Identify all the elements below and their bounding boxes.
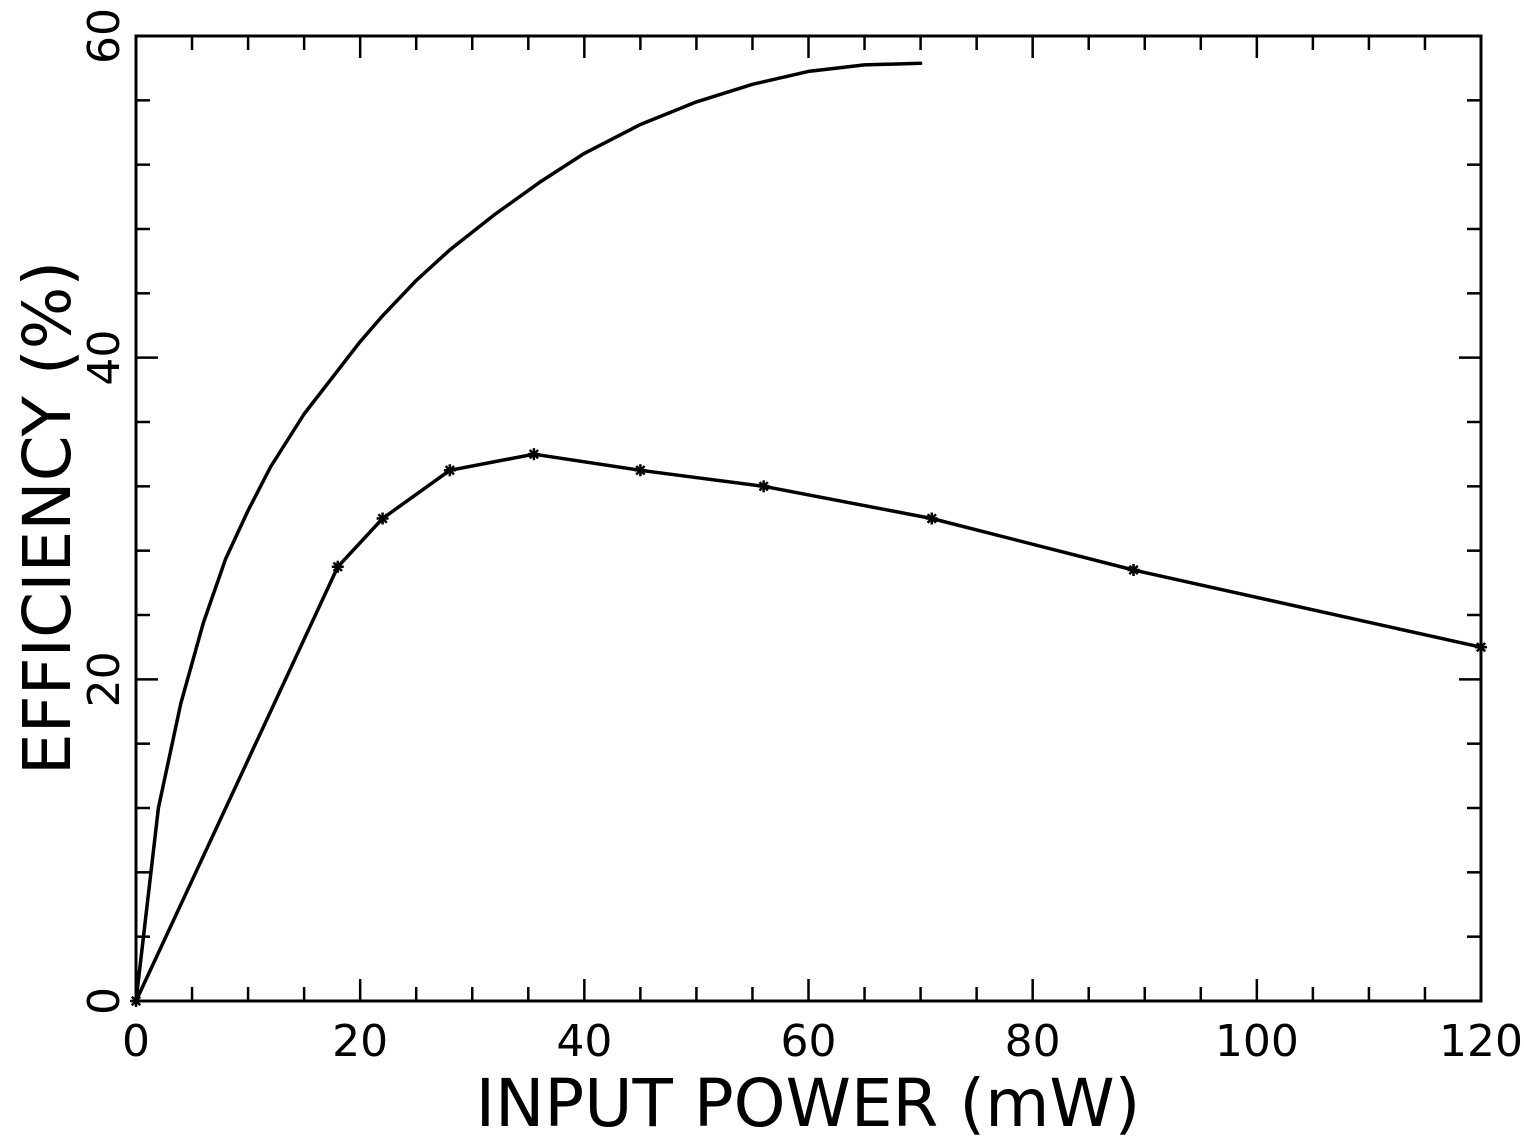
axis-ticks: [134, 34, 1483, 1003]
marker-stroke: [926, 513, 937, 524]
series-2-line: [134, 452, 1483, 1003]
marker-stroke: [1128, 564, 1139, 576]
series-2-point: [757, 480, 770, 493]
y-axis-title: EFFICIENCY (%): [9, 261, 86, 775]
x-tick-label: 40: [556, 1016, 612, 1067]
series-2-point: [527, 448, 540, 461]
x-tick-label: 100: [1215, 1016, 1299, 1067]
x-tick-label: 60: [781, 1016, 837, 1067]
tick-labels: 0 20 40 60 80 100 120 0 20 40 60: [79, 8, 1523, 1067]
marker-stroke: [758, 481, 769, 492]
plot-frame: [134, 34, 1483, 1003]
x-tick-label: 120: [1439, 1016, 1523, 1067]
series-2-point: [634, 464, 647, 477]
x-tick-label: 0: [122, 1016, 150, 1067]
series-1-line: [134, 61, 923, 1003]
marker-stroke: [444, 465, 455, 476]
marker-stroke: [332, 561, 343, 572]
marker-stroke: [377, 513, 388, 524]
series-2-point: [376, 512, 389, 525]
y-tick-label: 0: [79, 987, 130, 1015]
x-axis-title: INPUT POWER (mW): [476, 1065, 1141, 1137]
marker-stroke: [528, 449, 539, 460]
series-2-point: [925, 512, 938, 525]
x-tick-label: 80: [1005, 1016, 1061, 1067]
series-2-point: [331, 560, 344, 573]
x-tick-label: 20: [332, 1016, 388, 1067]
y-tick-label: 20: [79, 651, 130, 707]
y-tick-label: 40: [79, 330, 130, 386]
series-2-point: [443, 464, 456, 477]
y-tick-label: 60: [79, 8, 130, 64]
series-2-point: [1127, 563, 1140, 576]
series-layer: [130, 61, 1487, 1007]
marker-stroke: [635, 465, 646, 476]
